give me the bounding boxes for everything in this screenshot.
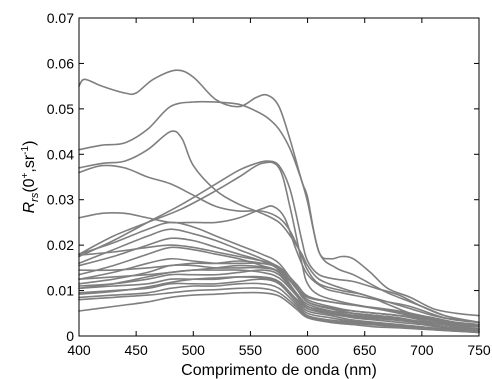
- x-tick-label-600: 600: [296, 342, 320, 358]
- spectrum-line-16: [78, 278, 480, 333]
- spectrum-line-19: [78, 291, 480, 334]
- spectrum-line-23: [78, 276, 480, 331]
- y-axis-title: Rrs(0+,sr-1): [20, 141, 41, 214]
- y-tick-label-0.01: 0.01: [47, 283, 74, 299]
- spectrum-line-14: [78, 269, 480, 332]
- spectrum-line-22: [78, 269, 480, 330]
- x-tick-label-400: 400: [67, 342, 91, 358]
- y-tick-label-0.03: 0.03: [47, 192, 74, 208]
- x-axis-title: Comprimento de onda (nm): [181, 362, 377, 379]
- x-tick-label-650: 650: [353, 342, 377, 358]
- series-layer: [78, 69, 480, 334]
- y-tick-label-0.05: 0.05: [47, 101, 74, 117]
- spectrum-line-2: [78, 100, 480, 317]
- y-axis-title-sub: rs: [29, 192, 41, 202]
- spectrum-line-18: [78, 287, 480, 334]
- y-tick-label-0: 0: [66, 328, 74, 344]
- spectrum-line-3: [78, 130, 480, 324]
- y-axis-title-rest: (0: [21, 178, 38, 192]
- y-tick-label-0.07: 0.07: [47, 10, 74, 26]
- y-tick-label-0.02: 0.02: [47, 237, 74, 253]
- x-tick-label-550: 550: [239, 342, 263, 358]
- x-tick-label-750: 750: [467, 342, 491, 358]
- spectrum-line-24: [78, 244, 480, 326]
- x-tick-label-450: 450: [124, 342, 148, 358]
- y-tick-label-0.06: 0.06: [47, 55, 74, 71]
- y-tick-label-0.04: 0.04: [47, 146, 74, 162]
- y-axis-title-main: R: [21, 201, 38, 213]
- spectrum-line-5: [78, 160, 480, 324]
- y-axis-title-sup1: +: [20, 172, 31, 178]
- spectrum-line-7: [78, 205, 480, 324]
- x-tick-label-500: 500: [182, 342, 206, 358]
- y-axis-title-sup2: -1: [20, 145, 31, 154]
- x-tick-label-700: 700: [410, 342, 434, 358]
- plot-frame: [78, 17, 480, 337]
- tick-layer: 400 450 500 550 600 650 700 750 0 0.01 0.02 0.03 0.0…: [47, 10, 491, 358]
- spectrum-line-17: [78, 282, 480, 333]
- y-axis-title-mid: ,sr: [21, 154, 38, 172]
- spectrum-line-1: [78, 69, 480, 324]
- y-axis-title-end: ): [21, 141, 38, 146]
